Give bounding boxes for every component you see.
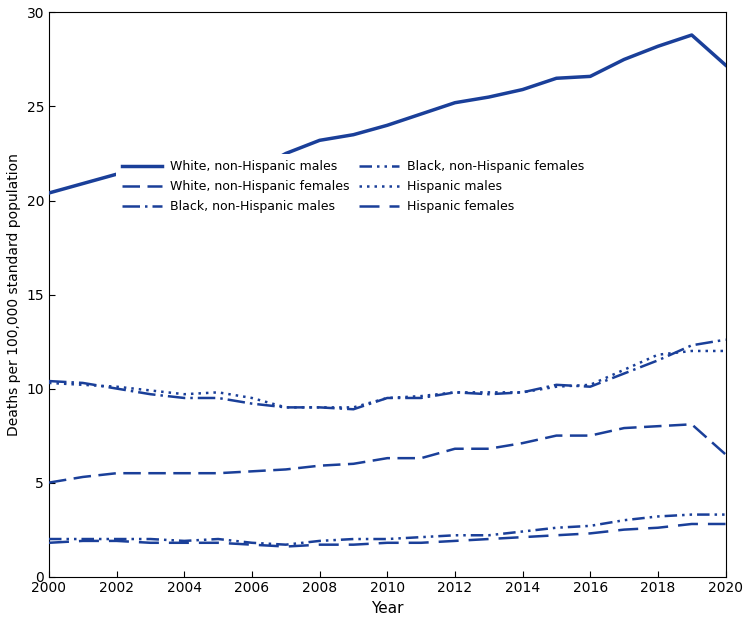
X-axis label: Year: Year	[371, 601, 404, 616]
Y-axis label: Deaths per 100,000 standard population: Deaths per 100,000 standard population	[7, 153, 21, 436]
Legend: White, non-Hispanic males, White, non-Hispanic females, Black, non-Hispanic male: White, non-Hispanic males, White, non-Hi…	[116, 154, 590, 219]
